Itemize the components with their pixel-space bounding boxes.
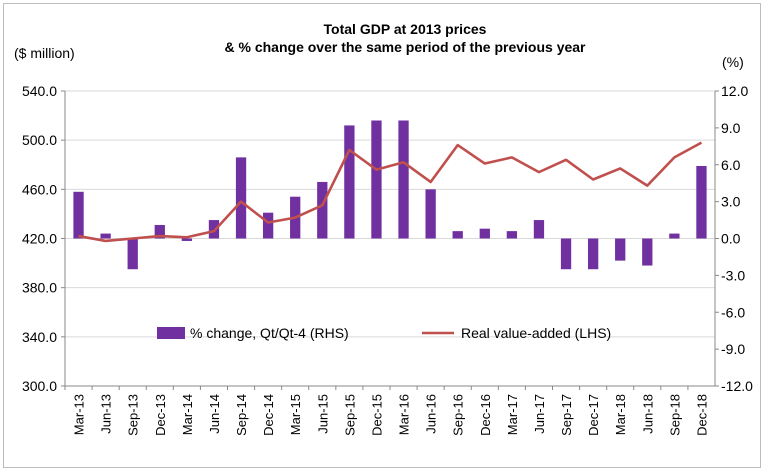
right-axis-ticks: -12.0 -9.0 -6.0 -3.0 0.0 3.0 6.0 9.0 12.0 xyxy=(715,83,753,394)
x-tick-label: Mar-18 xyxy=(613,394,628,435)
bar xyxy=(560,238,572,270)
right-tick-label: 9.0 xyxy=(721,120,741,136)
bar xyxy=(371,120,382,239)
left-tick-label: 460.0 xyxy=(22,181,57,197)
bar xyxy=(127,238,138,270)
bar xyxy=(317,181,328,239)
right-axis-unit: (%) xyxy=(722,54,744,70)
x-tick-label: Dec-16 xyxy=(478,394,493,436)
x-tick-label: Dec-17 xyxy=(586,394,601,436)
left-axis-unit: ($ million) xyxy=(14,45,75,61)
bar xyxy=(479,228,490,239)
bar xyxy=(642,238,653,266)
x-tick-label: Dec-15 xyxy=(369,394,384,436)
x-tick-label: Dec-18 xyxy=(694,394,709,436)
right-tick-label: -9.0 xyxy=(721,341,745,357)
x-tick-label: Mar-15 xyxy=(288,394,303,435)
x-tick-label: Sep-15 xyxy=(342,394,357,436)
x-tick-label: Mar-16 xyxy=(397,394,412,435)
x-tick-label: Sep-17 xyxy=(559,394,574,436)
chart-title-line-1: Total GDP at 2013 prices xyxy=(324,21,487,37)
bar xyxy=(506,231,518,239)
left-tick-label: 300.0 xyxy=(22,378,57,394)
bar-series xyxy=(73,120,707,270)
bar xyxy=(181,238,193,241)
legend-bar-label: % change, Qt/Qt-4 (RHS) xyxy=(190,325,349,341)
right-tick-label: -12.0 xyxy=(721,378,753,394)
chart-title-line-2: & % change over the same period of the p… xyxy=(225,39,587,55)
bar xyxy=(73,191,84,239)
legend-bar-swatch xyxy=(157,327,185,339)
x-tick-label: Jun-18 xyxy=(640,394,655,434)
x-tick-label: Sep-16 xyxy=(451,394,466,436)
right-tick-label: -3.0 xyxy=(721,267,745,283)
bar xyxy=(235,157,247,239)
bar xyxy=(100,233,111,239)
x-tick-label: Jun-17 xyxy=(532,394,547,434)
bar xyxy=(615,238,626,261)
bar xyxy=(669,233,680,239)
right-tick-label: 0.0 xyxy=(721,231,741,247)
legend: % change, Qt/Qt-4 (RHS) Real value-added… xyxy=(157,325,611,341)
left-tick-label: 380.0 xyxy=(22,280,57,296)
bar xyxy=(696,165,707,239)
x-axis-ticks: Mar-13 Jun-13 Sep-13 Dec-13 Mar-14 Jun-14 Sep-… xyxy=(64,386,709,436)
bar xyxy=(344,125,355,239)
left-tick-label: 500.0 xyxy=(22,132,57,148)
bar xyxy=(533,220,545,239)
bar xyxy=(425,189,436,239)
line-series xyxy=(78,141,703,243)
x-tick-label: Sep-13 xyxy=(126,394,141,436)
right-tick-label: 12.0 xyxy=(721,83,748,99)
x-tick-label: Sep-18 xyxy=(667,394,682,436)
right-tick-label: 6.0 xyxy=(721,157,741,173)
bar xyxy=(154,224,165,239)
chart-frame xyxy=(3,3,761,468)
bar xyxy=(262,212,274,239)
x-tick-label: Jun-15 xyxy=(315,394,330,434)
gridlines xyxy=(65,90,715,338)
x-tick-label: Dec-14 xyxy=(261,394,276,436)
left-tick-label: 340.0 xyxy=(22,329,57,345)
left-tick-label: 420.0 xyxy=(22,231,57,247)
bar xyxy=(587,238,599,270)
x-tick-label: Mar-13 xyxy=(72,394,87,435)
bar xyxy=(398,120,409,239)
right-tick-label: 3.0 xyxy=(721,194,741,210)
left-axis-ticks: 300.0 340.0 380.0 420.0 460.0 500.0 540.0 xyxy=(22,83,65,394)
x-tick-label: Mar-17 xyxy=(505,394,520,435)
x-tick-label: Jun-14 xyxy=(207,394,222,434)
left-tick-label: 540.0 xyxy=(22,83,57,99)
legend-line-label: Real value-added (LHS) xyxy=(461,325,611,341)
x-tick-label: Jun-16 xyxy=(424,394,439,434)
x-tick-label: Jun-13 xyxy=(99,394,114,434)
right-tick-label: -6.0 xyxy=(721,304,745,320)
x-tick-label: Sep-14 xyxy=(234,394,249,436)
x-tick-label: Dec-13 xyxy=(153,394,168,436)
x-tick-label: Mar-14 xyxy=(180,394,195,435)
bar xyxy=(452,231,463,239)
